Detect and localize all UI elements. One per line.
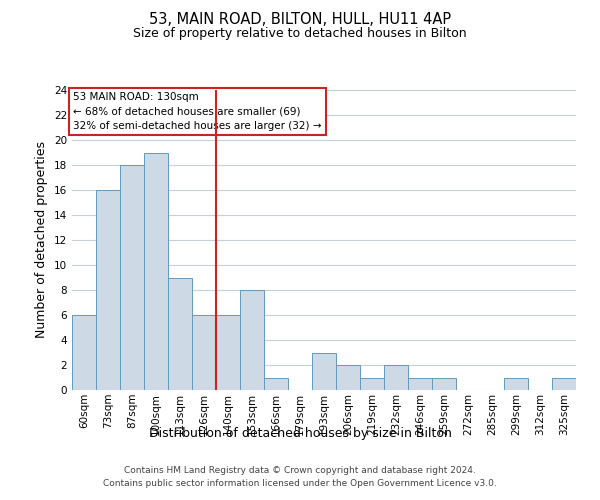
Bar [120,165,144,390]
Bar [240,290,264,390]
Text: Size of property relative to detached houses in Bilton: Size of property relative to detached ho… [133,28,467,40]
Bar [168,278,192,390]
Bar [408,378,432,390]
Bar [192,315,216,390]
Bar [264,378,288,390]
Text: Distribution of detached houses by size in Bilton: Distribution of detached houses by size … [149,428,451,440]
Y-axis label: Number of detached properties: Number of detached properties [35,142,49,338]
Bar [432,378,456,390]
Bar [72,315,96,390]
Bar [144,152,168,390]
Bar [312,352,336,390]
Bar [96,190,120,390]
Bar [216,315,240,390]
Bar [504,378,528,390]
Bar [336,365,360,390]
Text: 53 MAIN ROAD: 130sqm
← 68% of detached houses are smaller (69)
32% of semi-detac: 53 MAIN ROAD: 130sqm ← 68% of detached h… [73,92,322,132]
Text: Contains HM Land Registry data © Crown copyright and database right 2024.
Contai: Contains HM Land Registry data © Crown c… [103,466,497,487]
Bar [552,378,576,390]
Bar [384,365,408,390]
Bar [360,378,384,390]
Text: 53, MAIN ROAD, BILTON, HULL, HU11 4AP: 53, MAIN ROAD, BILTON, HULL, HU11 4AP [149,12,451,28]
